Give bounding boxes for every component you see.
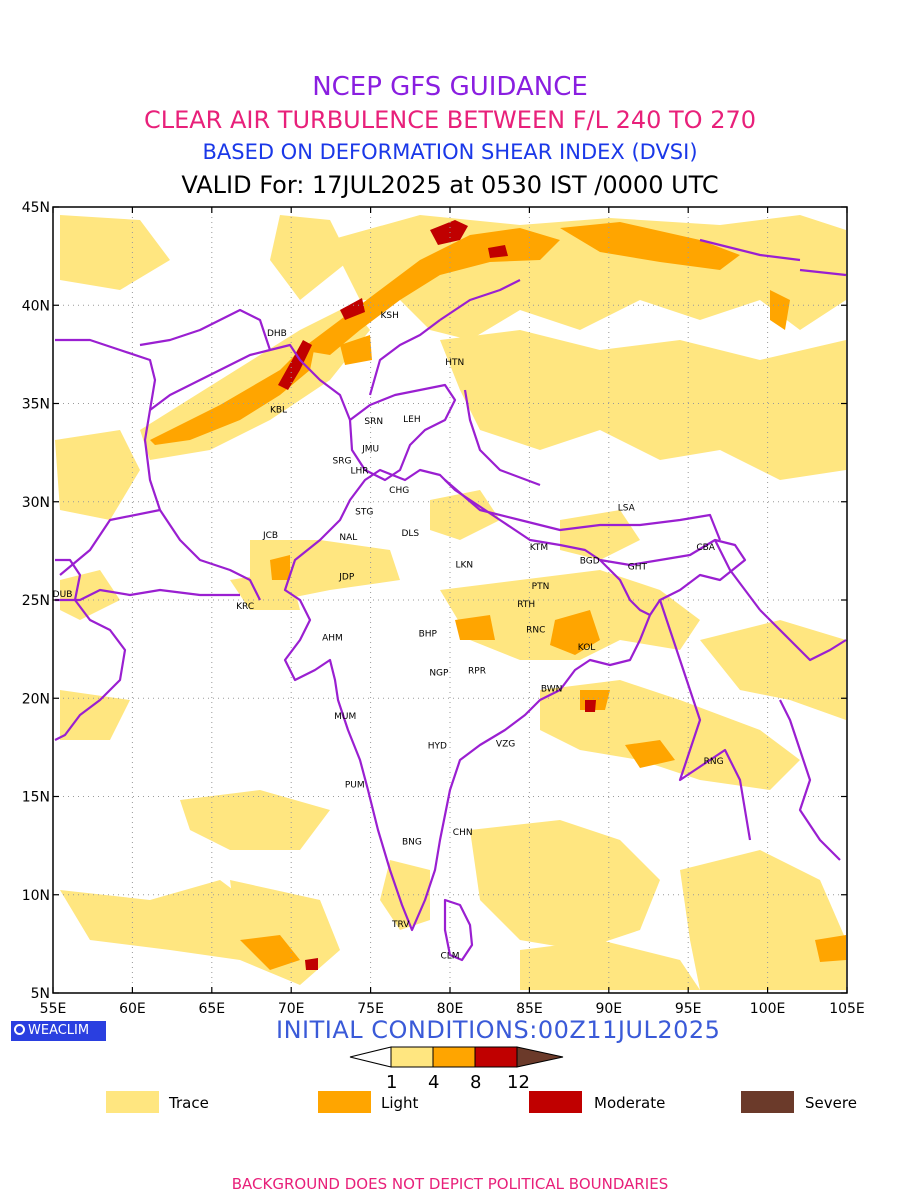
station-label-lhr: LHR [350, 466, 368, 476]
legend-label-moderate: Moderate [594, 1094, 666, 1112]
lat-tick-label: 35N [22, 397, 50, 413]
lat-tick-label: 20N [22, 691, 50, 707]
station-label-jdp: JDP [338, 572, 355, 582]
station-label-ngp: NGP [429, 669, 449, 679]
station-label-clm: CLM [440, 952, 459, 962]
lon-tick-label: 55E [40, 1001, 67, 1017]
station-label-rpr: RPR [468, 667, 486, 677]
lon-tick-label: 60E [119, 1001, 146, 1017]
colorbar-label-4: 4 [428, 1072, 440, 1093]
lon-tick-label: 65E [198, 1001, 225, 1017]
lat-tick-label: 5N [31, 986, 50, 1002]
colorbar-label-8: 8 [470, 1072, 482, 1093]
legend-label-severe: Severe [805, 1094, 857, 1112]
lon-tick-label: 105E [829, 1001, 865, 1017]
station-label-cba: CBA [696, 543, 715, 553]
station-label-kol: KOL [578, 643, 596, 653]
turbulence-shading [55, 215, 846, 990]
station-label-leh: LEH [403, 415, 420, 425]
weaclim-logo: WEACLIM [11, 1021, 106, 1041]
station-label-rth: RTH [517, 600, 535, 610]
station-label-trv: TRV [391, 920, 410, 930]
legend-label-trace: Trace [169, 1094, 209, 1112]
station-label-dhb: DHB [267, 329, 287, 339]
station-label-rng: RNG [704, 757, 724, 767]
lat-tick-label: 40N [22, 298, 50, 314]
station-label-htn: HTN [445, 358, 464, 368]
station-label-ktm: KTM [530, 543, 548, 553]
lat-tick-label: 45N [22, 200, 50, 216]
station-label-ptn: PTN [532, 582, 550, 592]
lat-tick-label: 25N [22, 593, 50, 609]
boundary-lines [54, 238, 847, 962]
station-label-jcb: JCB [262, 531, 278, 541]
station-label-pum: PUM [345, 781, 365, 791]
station-label-dls: DLS [401, 529, 419, 539]
lat-tick-label: 30N [22, 495, 50, 511]
station-label-rnc: RNC [526, 625, 545, 635]
axis-ticks: 55E 60E 65E 70E 75E 80E 85E 90E 95E 100E 105E 45N 40… [22, 200, 865, 1017]
station-label-mum: MUM [334, 712, 356, 722]
station-label-ahm: AHM [322, 633, 343, 643]
lat-lon-grid [53, 207, 847, 993]
station-label-dub: DUB [53, 590, 73, 600]
station-label-chg: CHG [389, 486, 409, 496]
legend-swatch-severe [741, 1091, 794, 1113]
colorbar-label-12: 12 [507, 1072, 530, 1093]
station-label-bhp: BHP [419, 629, 438, 639]
station-label-chn: CHN [453, 828, 473, 838]
lon-tick-label: 95E [675, 1001, 702, 1017]
lon-tick-label: 75E [357, 1001, 384, 1017]
station-label-jmu: JMU [361, 445, 379, 455]
title-line-2: CLEAR AIR TURBULENCE BETWEEN F/L 240 TO … [143, 106, 757, 134]
legend-label-light: Light [381, 1094, 419, 1112]
logo-circle-icon [14, 1024, 25, 1035]
lon-tick-label: 90E [595, 1001, 622, 1017]
title-line-3: BASED ON DEFORMATION SHEAR INDEX (DVSI) [202, 140, 698, 164]
valid-time: VALID For: 17JUL2025 at 0530 IST /0000 U… [181, 171, 719, 199]
station-label-lkn: LKN [455, 561, 473, 571]
title-line-1: NCEP GFS GUIDANCE [312, 72, 588, 102]
station-label-krc: KRC [236, 602, 254, 612]
lon-tick-label: 80E [437, 1001, 464, 1017]
lon-tick-label: 85E [516, 1001, 543, 1017]
station-label-nal: NAL [339, 533, 357, 543]
station-label-stg: STG [355, 508, 373, 518]
legend-swatch-light [318, 1091, 371, 1113]
station-label-srn: SRN [364, 417, 383, 427]
lat-tick-label: 10N [22, 888, 50, 904]
station-label-hyd: HYD [428, 741, 447, 751]
station-label-bwn: BWN [541, 684, 563, 694]
footer-note: BACKGROUND DOES NOT DEPICT POLITICAL BOU… [231, 1175, 669, 1193]
legend-swatch-moderate [529, 1091, 582, 1113]
legend-swatch-trace [106, 1091, 159, 1113]
lon-tick-label: 70E [278, 1001, 305, 1017]
station-label-ght: GHT [628, 563, 648, 573]
initial-conditions: INITIAL CONDITIONS:00Z11JUL2025 [276, 1016, 721, 1044]
station-label-vzg: VZG [496, 739, 515, 749]
station-label-bng: BNG [402, 838, 422, 848]
station-label-srg: SRG [333, 456, 352, 466]
lon-tick-label: 100E [750, 1001, 786, 1017]
station-label-ksh: KSH [380, 311, 398, 321]
lat-tick-label: 15N [22, 790, 50, 806]
station-label-bgd: BGD [580, 557, 600, 567]
station-label-kbl: KBL [270, 405, 287, 415]
colorbar-label-1: 1 [386, 1072, 398, 1093]
station-label-lsa: LSA [618, 504, 636, 514]
